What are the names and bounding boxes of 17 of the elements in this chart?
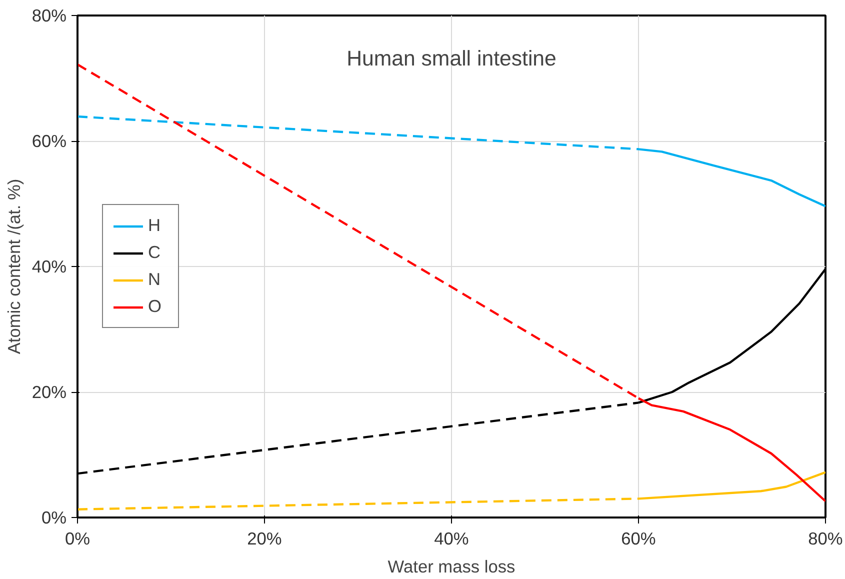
text: Human small intestine (346, 46, 556, 70)
x-tick-label: 0% (64, 528, 90, 548)
y-tick-label: 80% (32, 6, 67, 26)
legend-label: O (148, 296, 162, 317)
x-tick-label: 60% (621, 528, 656, 548)
y-tick-label: 60% (32, 131, 67, 151)
x-tick-label: 80% (808, 528, 843, 548)
y-tick-label: 0% (41, 508, 66, 528)
y-axis-title: Atomic content /(at. %) (4, 178, 24, 354)
x-tick-label: 20% (247, 528, 282, 548)
legend-label: N (148, 269, 162, 290)
x-tick-label: 40% (434, 528, 469, 548)
x-axis-title: Water mass loss (388, 556, 516, 576)
y-tick-label: 40% (32, 256, 67, 276)
legend-label: C (148, 242, 162, 263)
y-tick-label: 20% (32, 382, 67, 402)
legend-label: H (148, 215, 162, 236)
